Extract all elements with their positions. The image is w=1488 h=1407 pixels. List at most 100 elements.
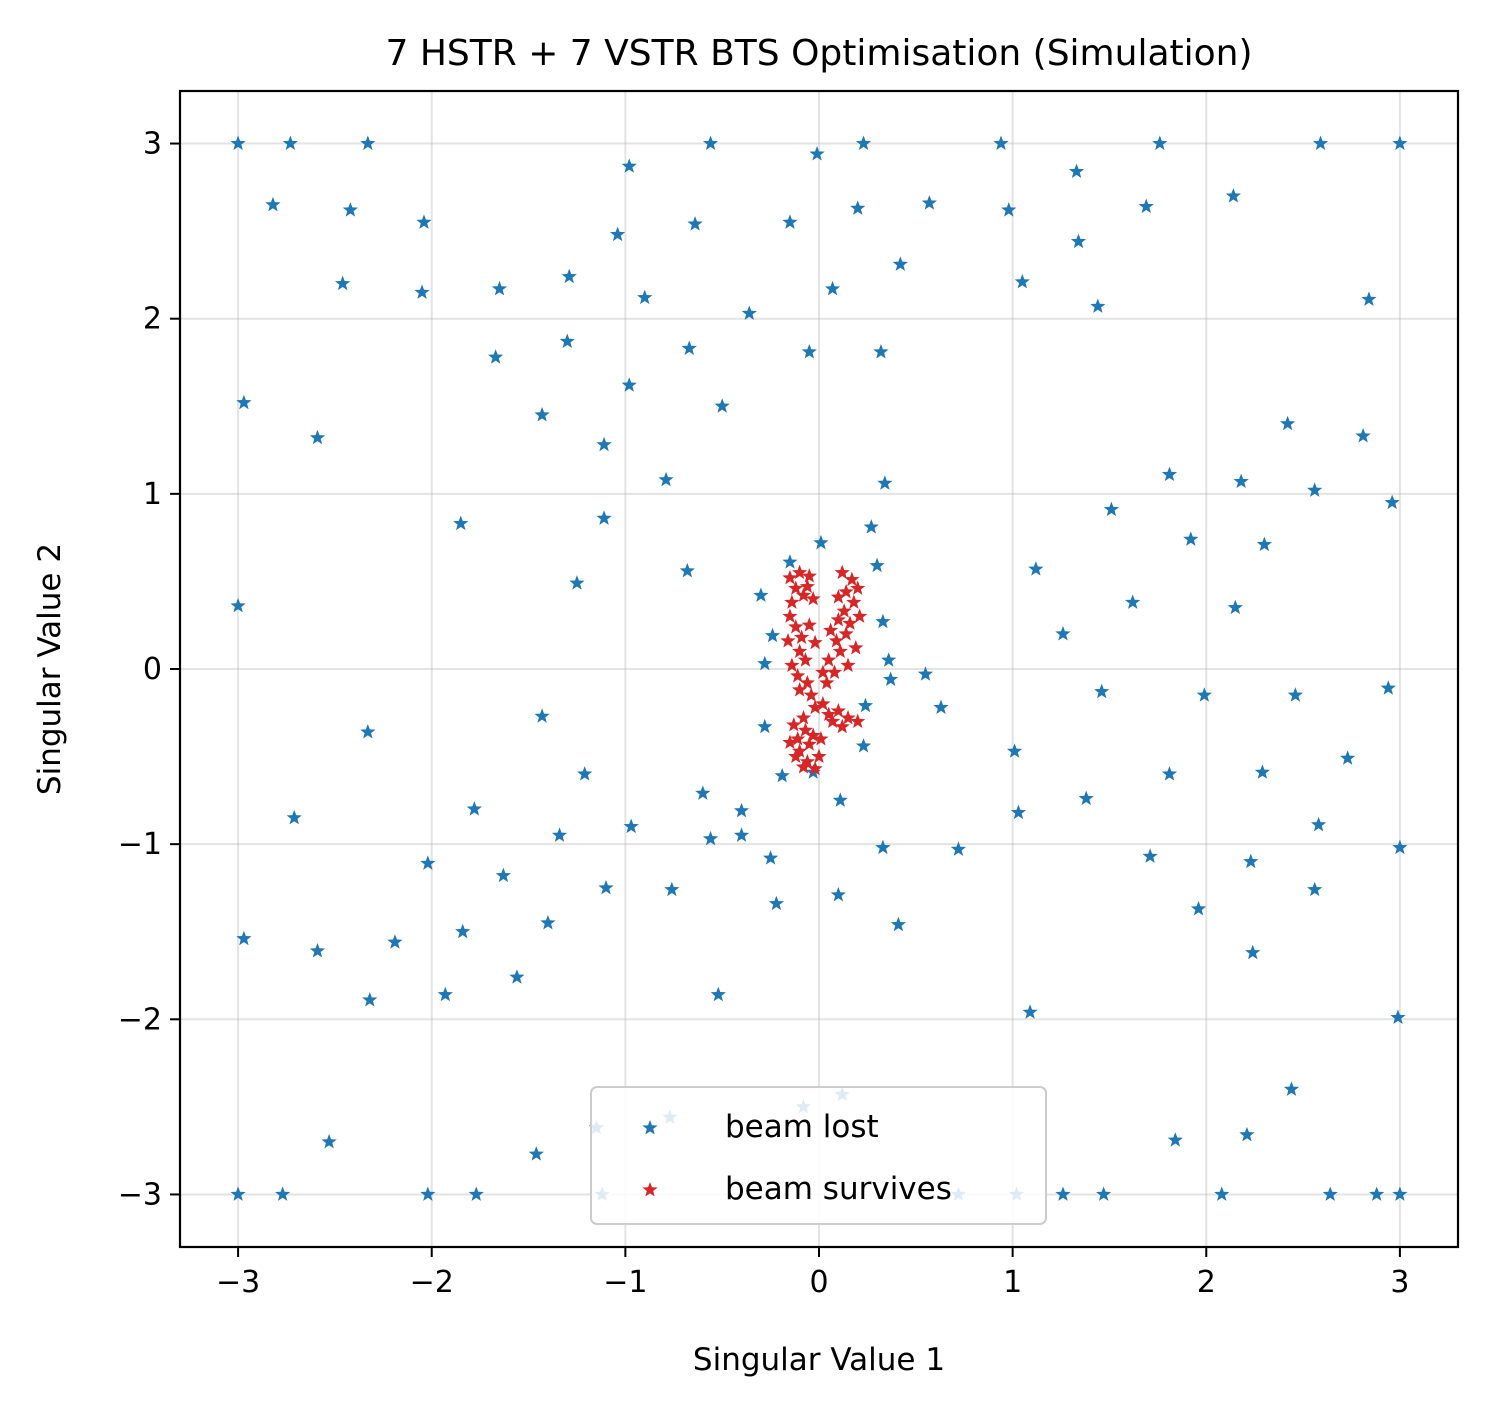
data-point-0-129 [362, 992, 378, 1007]
data-point-0-98 [733, 802, 750, 818]
data-point-0-13 [342, 202, 359, 217]
data-point-1-22 [792, 643, 808, 658]
data-point-1-57 [799, 753, 815, 769]
legend-marker-beam-lost [642, 1120, 658, 1135]
legend-label-beam-lost: beam lost [725, 1109, 879, 1145]
data-point-0-79 [1287, 687, 1303, 702]
x-tick-label-0: −3 [216, 1265, 260, 1300]
data-point-0-68 [1227, 599, 1243, 615]
data-point-0-106 [875, 839, 891, 855]
data-point-0-116 [830, 886, 846, 902]
data-point-0-127 [509, 969, 525, 984]
data-point-0-46 [1279, 415, 1296, 431]
data-point-0-1 [282, 135, 298, 151]
data-point-0-96 [1078, 790, 1094, 806]
data-point-0-151 [1214, 1186, 1230, 1201]
data-point-1-44 [830, 703, 846, 718]
data-point-0-44 [309, 429, 326, 445]
y-tick-label-0: −3 [118, 1177, 162, 1212]
data-point-1-45 [840, 710, 856, 725]
data-point-1-18 [782, 608, 798, 623]
data-point-1-21 [780, 632, 796, 648]
data-point-0-132 [1390, 1009, 1406, 1025]
data-point-0-55 [863, 519, 879, 534]
data-point-1-9 [844, 571, 860, 587]
data-point-0-34 [1361, 291, 1377, 306]
data-point-0-18 [850, 200, 866, 215]
data-point-1-27 [828, 632, 845, 648]
ticks: −3 −2 −1 0 1 2 3 −3 −2 −1 0 1 2 3 [118, 127, 1410, 1300]
data-point-1-4 [795, 587, 812, 602]
data-point-0-47 [1355, 428, 1371, 443]
data-point-1-54 [792, 743, 808, 758]
data-point-0-95 [832, 792, 848, 807]
data-point-1-49 [795, 710, 812, 725]
data-point-0-78 [1196, 687, 1212, 702]
data-point-0-131 [1022, 1004, 1038, 1019]
data-point-0-66 [753, 587, 769, 602]
data-point-0-112 [420, 855, 436, 870]
data-point-0-38 [801, 343, 817, 359]
data-point-0-125 [309, 942, 326, 958]
data-point-0-45 [596, 436, 612, 452]
data-point-0-2 [360, 135, 376, 151]
data-point-1-47 [824, 713, 841, 729]
data-point-0-86 [855, 738, 872, 753]
data-point-1-14 [836, 603, 852, 618]
data-point-1-19 [788, 618, 804, 634]
data-point-0-145 [468, 1186, 484, 1201]
y-tick-label-6: 3 [143, 127, 162, 162]
data-point-0-77 [1094, 683, 1110, 699]
data-point-0-120 [890, 916, 906, 932]
data-point-1-62 [813, 731, 829, 746]
legend-box [590, 1086, 1047, 1225]
x-tick-label-2: −1 [603, 1265, 647, 1300]
data-point-0-107 [950, 841, 967, 856]
data-point-0-144 [420, 1186, 436, 1201]
data-point-1-11 [838, 583, 854, 599]
series-1 [780, 564, 868, 776]
data-point-0-114 [598, 879, 614, 895]
data-point-1-16 [842, 615, 858, 630]
data-point-1-31 [821, 652, 837, 667]
data-point-0-102 [551, 827, 568, 842]
data-point-1-32 [840, 657, 856, 672]
data-point-1-36 [799, 675, 815, 690]
data-point-0-43 [534, 407, 550, 422]
data-point-0-92 [1161, 766, 1178, 781]
data-point-0-84 [757, 718, 773, 734]
data-point-1-8 [834, 564, 850, 580]
data-point-1-25 [797, 652, 814, 667]
y-tick-label-3: 0 [143, 652, 162, 687]
data-point-0-11 [1068, 163, 1085, 179]
plot-background [180, 91, 1458, 1247]
data-point-1-17 [830, 611, 846, 627]
legend-marker-beam-survives [642, 1182, 658, 1197]
data-point-0-73 [757, 655, 773, 671]
data-point-1-52 [790, 731, 806, 746]
data-point-0-115 [664, 881, 680, 897]
data-point-0-27 [561, 268, 577, 284]
data-point-0-32 [1014, 273, 1030, 289]
data-point-1-48 [834, 718, 850, 734]
data-point-1-50 [786, 717, 802, 732]
data-point-1-46 [850, 713, 866, 729]
data-point-0-21 [1138, 198, 1154, 214]
data-point-0-119 [1190, 900, 1207, 916]
data-point-1-10 [850, 580, 866, 595]
data-point-0-105 [1310, 816, 1327, 832]
data-point-0-26 [491, 280, 508, 296]
data-point-0-90 [774, 767, 790, 783]
data-point-0-104 [1010, 804, 1027, 820]
data-point-0-36 [559, 333, 575, 348]
data-point-0-28 [637, 289, 653, 305]
data-point-0-60 [813, 534, 829, 550]
data-point-1-34 [784, 657, 800, 672]
data-point-0-39 [873, 343, 889, 359]
data-point-0-122 [455, 923, 471, 939]
data-point-1-35 [790, 668, 806, 683]
data-point-0-100 [623, 818, 639, 834]
data-point-0-14 [416, 214, 432, 229]
data-point-0-23 [1070, 233, 1087, 249]
data-point-0-57 [1183, 531, 1199, 546]
